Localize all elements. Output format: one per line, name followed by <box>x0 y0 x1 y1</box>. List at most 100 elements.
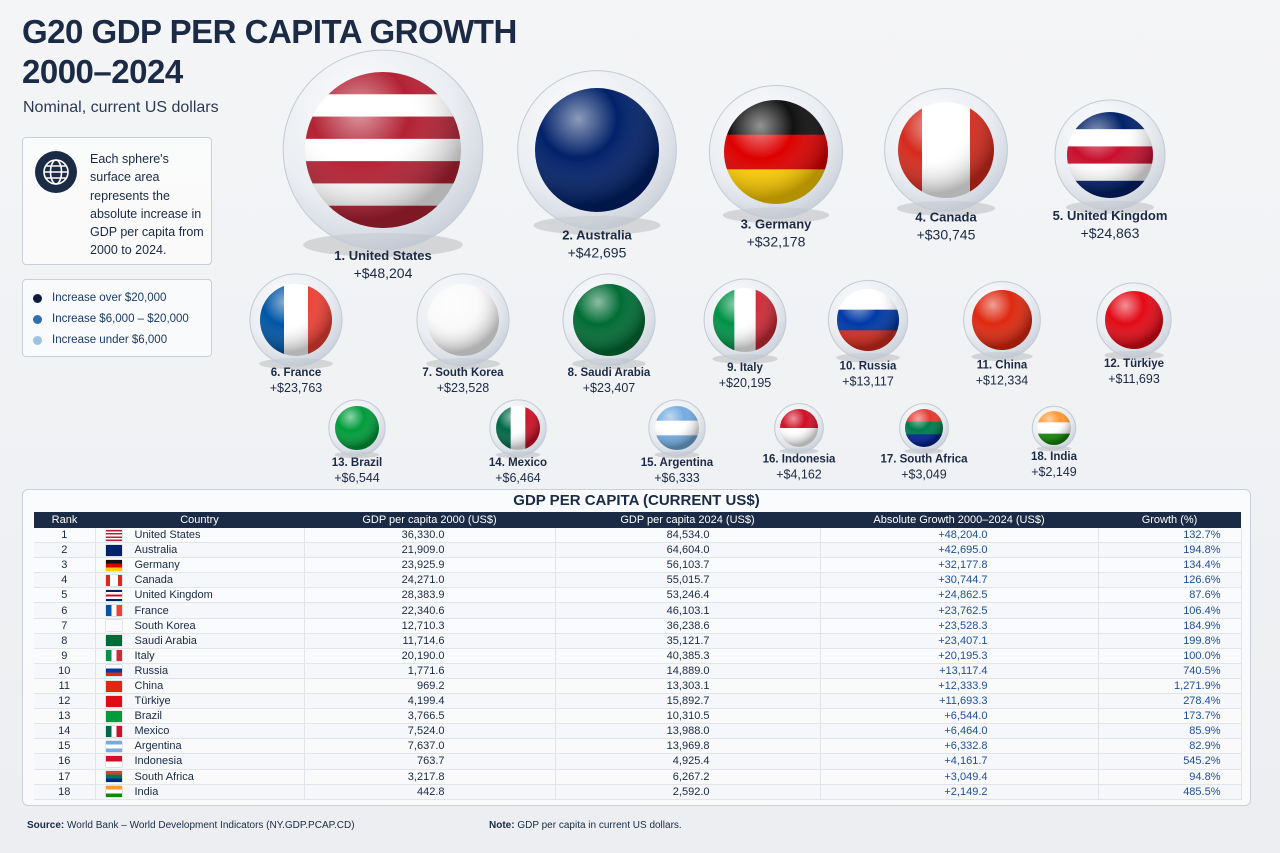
flag-icon <box>105 725 122 737</box>
sphere-label: 10. Russia <box>840 361 897 373</box>
legend-text: Increase over $20,000 <box>52 292 167 304</box>
footer-source: Source: World Bank – World Development I… <box>27 820 355 831</box>
sphere: 18. India +$2,149 <box>1031 405 1078 479</box>
sphere-value: +$23,763 <box>270 381 323 395</box>
table-cell: 18 <box>34 784 96 800</box>
sphere-shine <box>837 289 899 351</box>
sphere-label: 16. Indonesia <box>763 453 836 465</box>
sphere: 11. China +$12,334 <box>963 281 1041 387</box>
table-cell: +3,049.4 <box>820 769 1099 785</box>
spheres: 1. United States +$48,204 2. Australia +$42… <box>249 49 1172 485</box>
country-cell: United States <box>95 528 305 544</box>
sphere-label: 3. Germany <box>741 217 813 232</box>
sphere-value: +$2,149 <box>1031 465 1077 479</box>
table-cell: 11,714.6 <box>304 633 556 649</box>
table-cell: +24,862.5 <box>820 587 1099 604</box>
sphere-shine <box>305 72 461 228</box>
table-cell: 46,103.1 <box>555 602 821 619</box>
sphere-shine <box>260 284 332 356</box>
table-cell: 969.2 <box>304 678 556 695</box>
table-cell: +23,407.1 <box>820 633 1099 649</box>
title: G20 GDP PER CAPITA GROWTH 2000–2024 <box>22 12 517 92</box>
table-row: 11 China 969.2 13,303.1 +12,333.9 1,271.9% <box>34 678 1242 695</box>
sphere: 9. Italy +$20,195 <box>703 278 787 390</box>
table-cell: 13,988.0 <box>555 723 821 740</box>
sphere-value: +$42,695 <box>568 244 627 260</box>
legend-item: Increase over $20,000 <box>33 292 166 304</box>
sphere-value: +$11,693 <box>1108 372 1160 386</box>
table-cell: 7,524.0 <box>304 723 556 740</box>
table-cell: +6,464.0 <box>820 723 1099 740</box>
flag-icon <box>105 756 122 768</box>
country-name: Türkiye <box>134 695 171 708</box>
table-cell: 10,310.5 <box>555 708 821 725</box>
legend-text: Increase under $6,000 <box>52 334 168 346</box>
legend-item: Increase under $6,000 <box>33 334 167 346</box>
table-cell: 1,771.6 <box>304 663 556 679</box>
sphere-value: +$13,117 <box>842 375 894 389</box>
sphere-shine <box>496 406 540 450</box>
country-name: Argentina <box>134 740 182 753</box>
table-row: 10 Russia 1,771.6 14,889.0 +13,117.4 740.5% <box>34 663 1242 679</box>
sphere-shine <box>573 284 645 356</box>
table-cell: 82.9% <box>1098 738 1242 755</box>
country-cell: Saudi Arabia <box>95 633 305 649</box>
table-cell: 6,267.2 <box>555 769 821 785</box>
table-cell: +32,177.8 <box>820 557 1099 574</box>
table-row: 6 France 22,340.6 46,103.1 +23,762.5 106.4% <box>34 602 1242 619</box>
column-header: Absolute Growth 2000–2024 (US$) <box>820 512 1098 528</box>
sphere: 10. Russia +$13,117 <box>827 279 909 389</box>
table-row: 9 Italy 20,190.0 40,385.3 +20,195.3 100.0% <box>34 648 1242 664</box>
title-line: G20 GDP PER CAPITA GROWTH <box>22 13 517 50</box>
sphere-label: 18. India <box>1031 451 1078 463</box>
table-cell: 132.7% <box>1098 528 1242 544</box>
country-name: South Korea <box>134 619 196 632</box>
table-cell: 85.9% <box>1098 723 1242 740</box>
country-cell: Germany <box>95 557 305 574</box>
table-cell: 740.5% <box>1098 663 1242 679</box>
country-name: Russia <box>134 664 169 677</box>
legend: Increase over $20,000 Increase $6,000 – … <box>22 279 212 357</box>
sphere-shine <box>1105 291 1163 349</box>
table-cell: +6,544.0 <box>820 708 1099 725</box>
country-cell: China <box>95 678 305 695</box>
country-cell: Canada <box>95 572 305 589</box>
sphere-shine <box>427 284 499 356</box>
country-name: Australia <box>134 544 178 557</box>
source-label: Source: <box>27 820 65 831</box>
table-cell: 35,121.7 <box>555 633 821 649</box>
country-name: United Kingdom <box>134 589 213 602</box>
table-cell: 14 <box>34 723 96 740</box>
sphere-shine <box>898 102 994 198</box>
sphere-label: 7. South Korea <box>422 367 504 379</box>
table-cell: 2 <box>34 542 96 559</box>
table-row: 4 Canada 24,271.0 55,015.7 +30,744.7 126.6% <box>34 572 1242 589</box>
country-name: Saudi Arabia <box>134 634 197 647</box>
table-row: 3 Germany 23,925.9 56,103.7 +32,177.8 134.4% <box>34 557 1242 574</box>
table-cell: 28,383.9 <box>304 587 556 604</box>
table-title: GDP PER CAPITA (CURRENT US$) <box>513 492 760 509</box>
sphere: 7. South Korea +$23,528 <box>416 273 510 395</box>
table-cell: 17 <box>34 769 96 785</box>
table-cell: 15 <box>34 738 96 755</box>
table-row: 18 India 442.8 2,592.0 +2,149.2 485.5% <box>34 784 1242 800</box>
sphere-label: 12. Türkiye <box>1104 358 1164 370</box>
sphere-shine <box>335 406 379 450</box>
globe-icon <box>35 151 77 193</box>
table-row: 14 Mexico 7,524.0 13,988.0 +6,464.0 85.9% <box>34 723 1242 740</box>
table-cell: 13,969.8 <box>555 738 821 755</box>
table-cell: 4,199.4 <box>304 693 556 710</box>
sphere: 3. Germany +$32,178 <box>708 84 844 250</box>
table-cell: 21,909.0 <box>304 542 556 559</box>
column-header: Rank <box>34 512 95 528</box>
table-cell: +6,332.8 <box>820 738 1099 755</box>
table-cell: 11 <box>34 678 96 695</box>
table-cell: 84,534.0 <box>555 528 821 544</box>
table-cell: 40,385.3 <box>555 648 821 664</box>
sphere-value: +$23,407 <box>583 381 636 395</box>
table-row: 16 Indonesia 763.7 4,925.4 +4,161.7 545.2% <box>34 753 1242 770</box>
country-name: Indonesia <box>134 755 183 768</box>
table-cell: 3,217.8 <box>304 769 556 785</box>
table-cell: 278.4% <box>1098 693 1242 710</box>
